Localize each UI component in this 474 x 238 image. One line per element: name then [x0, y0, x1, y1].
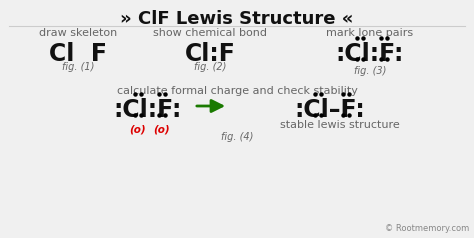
Text: calculate formal charge and check stability: calculate formal charge and check stabil… [117, 86, 357, 96]
Text: show chemical bond: show chemical bond [153, 28, 267, 38]
Text: » ClF Lewis Structure «: » ClF Lewis Structure « [120, 10, 354, 28]
Text: :Cl:F:: :Cl:F: [114, 98, 182, 122]
Text: (o): (o) [130, 124, 146, 134]
Text: Cl:F: Cl:F [184, 42, 236, 66]
Text: fig. (2): fig. (2) [194, 62, 226, 72]
Text: © Rootmemory.com: © Rootmemory.com [385, 224, 469, 233]
Text: :Cl–F:: :Cl–F: [295, 98, 365, 122]
Text: mark lone pairs: mark lone pairs [327, 28, 413, 38]
Text: (o): (o) [154, 124, 170, 134]
Text: draw skeleton: draw skeleton [39, 28, 117, 38]
Text: Cl  F: Cl F [49, 42, 107, 66]
Text: :Cl:F:: :Cl:F: [336, 42, 404, 66]
Text: fig. (4): fig. (4) [221, 132, 253, 142]
Text: fig. (1): fig. (1) [62, 62, 94, 72]
Text: fig. (3): fig. (3) [354, 66, 386, 76]
Text: stable lewis structure: stable lewis structure [280, 120, 400, 130]
